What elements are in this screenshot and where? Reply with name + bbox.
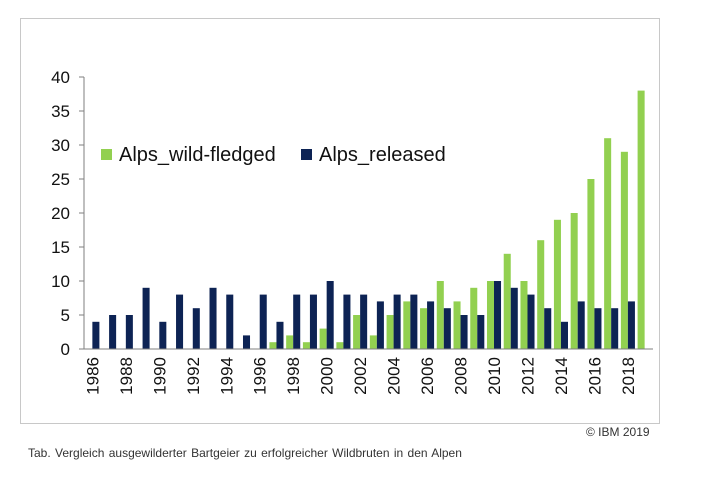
bar-released-2008 bbox=[460, 315, 468, 349]
bar-wild-fledged-2005 bbox=[403, 301, 411, 349]
bar-released-2001 bbox=[343, 294, 351, 349]
x-tick-label: 1990 bbox=[150, 357, 169, 395]
bar-wild-fledged-1998 bbox=[286, 335, 294, 349]
bar-wild-fledged-2000 bbox=[319, 328, 327, 349]
x-tick-label: 2016 bbox=[585, 357, 604, 395]
bar-wild-fledged-2007 bbox=[436, 281, 444, 349]
bar-wild-fledged-2018 bbox=[620, 151, 628, 349]
copyright-note: © IBM 2019 bbox=[586, 425, 650, 439]
bar-wild-fledged-2015 bbox=[570, 213, 578, 349]
chart-caption: Tab. Vergleich ausgewilderter Bartgeier … bbox=[28, 446, 462, 460]
bar-wild-fledged-1999 bbox=[302, 342, 310, 349]
bar-released-2006 bbox=[427, 301, 435, 349]
bar-released-1998 bbox=[293, 294, 301, 349]
bar-released-2018 bbox=[627, 301, 635, 349]
x-tick-label: 1986 bbox=[83, 357, 102, 395]
bar-released-2013 bbox=[544, 308, 552, 349]
bar-released-1989 bbox=[142, 287, 150, 349]
bar-wild-fledged-2004 bbox=[386, 315, 394, 349]
y-tick-label: 35 bbox=[51, 102, 70, 121]
bar-chart: 0 5 10 15 20 25 30 35 40 1986 1988 1990 1992 1994 1996… bbox=[51, 68, 653, 395]
bar-released-2003 bbox=[376, 301, 384, 349]
x-tick-label: 2008 bbox=[452, 357, 471, 395]
bar-released-1991 bbox=[176, 294, 184, 349]
legend-label-wild-fledged: Alps_wild-fledged bbox=[119, 144, 276, 166]
bar-released-2014 bbox=[560, 321, 568, 349]
bar-wild-fledged-2017 bbox=[604, 138, 612, 349]
y-tick-label: 40 bbox=[51, 68, 70, 87]
bar-released-2009 bbox=[477, 315, 485, 349]
bar-released-1999 bbox=[309, 294, 317, 349]
bar-released-1987 bbox=[109, 315, 117, 349]
legend-swatch-released bbox=[301, 149, 312, 160]
bar-wild-fledged-2003 bbox=[369, 335, 377, 349]
bar-layer bbox=[92, 90, 645, 349]
bar-released-2017 bbox=[611, 308, 619, 349]
y-tick-label: 15 bbox=[51, 238, 70, 257]
bar-released-1995 bbox=[242, 335, 251, 349]
bar-wild-fledged-2008 bbox=[453, 301, 461, 349]
bar-wild-fledged-2009 bbox=[470, 287, 478, 349]
x-tick-label: 2000 bbox=[318, 357, 337, 395]
bar-wild-fledged-2002 bbox=[353, 315, 361, 349]
x-tick-label: 2006 bbox=[418, 357, 437, 395]
bar-released-2000 bbox=[326, 281, 334, 349]
bar-released-2015 bbox=[577, 301, 585, 349]
bar-wild-fledged-2001 bbox=[336, 342, 344, 349]
bar-wild-fledged-2013 bbox=[537, 240, 545, 349]
bar-released-1997 bbox=[276, 321, 284, 349]
bar-released-2007 bbox=[443, 308, 451, 349]
y-tick-label: 0 bbox=[61, 340, 70, 359]
chart-frame: 0 5 10 15 20 25 30 35 40 1986 1988 1990 1992 1994 1996… bbox=[20, 18, 660, 424]
y-tick-label: 20 bbox=[51, 204, 70, 223]
y-tick-label: 5 bbox=[61, 306, 70, 325]
x-tick-label: 2014 bbox=[552, 357, 571, 395]
y-axis-ticks bbox=[79, 76, 84, 350]
bar-wild-fledged-2012 bbox=[520, 281, 528, 349]
bar-released-1994 bbox=[226, 294, 234, 349]
bar-wild-fledged-2014 bbox=[553, 219, 561, 349]
bar-released-2004 bbox=[393, 294, 401, 349]
axes bbox=[83, 77, 653, 350]
bar-released-2011 bbox=[510, 287, 518, 349]
bar-released-1992 bbox=[192, 308, 200, 349]
bar-wild-fledged-2019 bbox=[637, 90, 645, 349]
bar-wild-fledged-2016 bbox=[587, 179, 595, 349]
bar-wild-fledged-2011 bbox=[503, 253, 511, 349]
x-tick-label: 2002 bbox=[351, 357, 370, 395]
x-tick-label: 1992 bbox=[184, 357, 203, 395]
x-tick-label: 1998 bbox=[284, 357, 303, 395]
bar-released-1996 bbox=[259, 294, 267, 349]
x-tick-label: 2012 bbox=[518, 357, 537, 395]
bar-released-1993 bbox=[209, 287, 217, 349]
bar-released-1986 bbox=[92, 321, 100, 349]
legend-label-released: Alps_released bbox=[319, 144, 446, 166]
bar-wild-fledged-2010 bbox=[486, 281, 495, 349]
legend-swatch-wild-fledged bbox=[101, 149, 112, 160]
x-tick-label: 1994 bbox=[217, 357, 236, 395]
x-tick-label: 2018 bbox=[619, 357, 638, 395]
bar-released-2010 bbox=[494, 281, 502, 349]
y-tick-label: 25 bbox=[51, 170, 70, 189]
bar-released-1990 bbox=[159, 321, 167, 349]
bar-wild-fledged-2006 bbox=[420, 308, 428, 349]
bar-released-2012 bbox=[527, 294, 535, 349]
y-tick-label: 10 bbox=[51, 272, 70, 291]
x-tick-label: 2010 bbox=[485, 357, 504, 395]
x-tick-label: 2004 bbox=[385, 357, 404, 395]
bar-wild-fledged-1997 bbox=[269, 342, 277, 349]
bar-released-1988 bbox=[125, 315, 133, 349]
bar-released-2005 bbox=[410, 294, 418, 349]
bar-released-2002 bbox=[360, 294, 368, 349]
x-tick-label: 1996 bbox=[251, 357, 270, 395]
legend: Alps_wild-fledged Alps_released bbox=[101, 144, 446, 166]
tick-labels: 0 5 10 15 20 25 30 35 40 1986 1988 1990 1992 1994 1996… bbox=[51, 68, 638, 395]
bar-released-2016 bbox=[594, 308, 602, 349]
x-tick-label: 1988 bbox=[117, 357, 136, 395]
y-tick-label: 30 bbox=[51, 136, 70, 155]
